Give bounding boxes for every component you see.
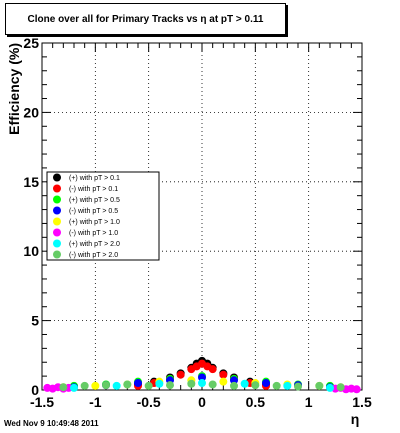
data-point: [272, 381, 281, 390]
y-tick-label: 10: [23, 243, 39, 259]
data-point: [294, 382, 302, 391]
data-point: [102, 381, 110, 390]
data-point: [208, 380, 217, 389]
data-point: [251, 381, 260, 390]
y-axis-label: Efficiency (%): [6, 43, 22, 135]
data-point: [91, 381, 100, 390]
data-point: [230, 381, 238, 390]
data-point: [176, 370, 185, 379]
data-point: [123, 380, 132, 389]
legend: (+) with pT > 0.1 (-) with pT > 0.1 (+) wi…: [46, 171, 160, 261]
y-tick-label: 15: [23, 174, 39, 190]
x-tick-labels: -1.5 -1 -0.5 0 0.5 1 1.5: [30, 394, 372, 410]
legend-label: (+) with pT > 0.5: [69, 197, 120, 204]
data-point: [208, 365, 217, 374]
legend-label: (+) with pT > 1.0: [69, 219, 120, 226]
legend-label: (+) with pT > 0.1: [69, 175, 120, 182]
legend-marker: [53, 184, 61, 193]
data-point: [198, 379, 206, 388]
x-tick-label: 1: [305, 394, 313, 410]
legend-label: (-) with pT > 1.0: [69, 230, 118, 237]
y-tick-label: 25: [23, 35, 39, 51]
legend-marker: [53, 173, 61, 182]
data-point: [59, 383, 68, 392]
legend-marker: [53, 239, 61, 248]
y-tick-labels: 0 5 10 15 20 25: [23, 35, 39, 398]
x-tick-label: -1: [89, 394, 102, 410]
y-tick-label: 0: [31, 382, 39, 398]
data-point: [240, 379, 249, 388]
legend-marker: [53, 206, 61, 215]
legend-marker: [53, 250, 61, 259]
legend-marker: [53, 217, 61, 226]
data-point: [144, 381, 153, 390]
data-point: [80, 381, 89, 390]
data-point: [134, 379, 142, 388]
data-point: [352, 385, 361, 394]
data-point: [262, 379, 270, 388]
x-tick-label: 1.5: [352, 394, 372, 410]
legend-label: (-) with pT > 0.5: [69, 208, 118, 215]
data-point: [230, 376, 238, 385]
data-points: [43, 356, 361, 394]
legend-label: (-) with pT > 0.1: [69, 186, 118, 193]
data-point: [166, 381, 174, 390]
data-point: [283, 381, 292, 390]
x-tick-label: 0: [198, 394, 206, 410]
data-point: [187, 379, 196, 388]
legend-marker: [53, 195, 61, 204]
data-point: [219, 370, 228, 379]
x-tick-label: 0.5: [246, 394, 266, 410]
data-point: [326, 383, 334, 392]
x-axis-label: η: [351, 411, 360, 427]
data-point: [198, 373, 206, 382]
timestamp: Wed Nov 9 10:49:48 2011: [4, 419, 99, 428]
legend-label: (-) with pT > 2.0: [69, 252, 118, 259]
legend-marker: [53, 228, 61, 237]
data-point: [315, 381, 324, 390]
data-point: [336, 383, 345, 392]
chart-title: Clone over all for Primary Tracks vs η a…: [5, 3, 286, 35]
data-point: [155, 379, 164, 388]
legend-box: [46, 171, 160, 261]
data-point: [112, 381, 121, 390]
data-point: [219, 377, 228, 386]
grid: [42, 43, 362, 390]
legend-label: (+) with pT > 2.0: [69, 241, 120, 248]
data-point: [70, 383, 78, 392]
x-tick-label: -0.5: [137, 394, 161, 410]
y-tick-label: 5: [31, 313, 39, 329]
x-tick-label: -1.5: [30, 394, 54, 410]
y-tick-label: 20: [23, 104, 39, 120]
